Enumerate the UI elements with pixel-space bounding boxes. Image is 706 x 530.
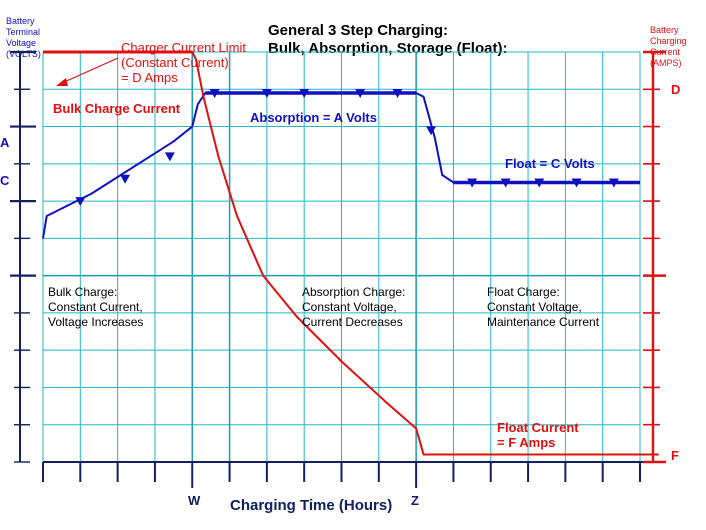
chart-title-line2: Bulk, Absorption, Storage (Float): (268, 40, 507, 57)
right-axis-caption-line: Charging (650, 36, 687, 46)
bulk-phase-line: Bulk Charge: (48, 285, 117, 299)
float-phase-label: Float Charge: Constant Voltage, Maintena… (487, 285, 600, 329)
right-tick-label-f: F (671, 448, 679, 463)
float-volts-label: Float = C Volts (505, 156, 595, 171)
float-phase-line: Maintenance Current (487, 315, 600, 329)
left-axis-caption: Battery Terminal Voltage (VOLTS) (6, 16, 41, 59)
left-axis-caption-line: (VOLTS) (6, 49, 41, 59)
axes (10, 50, 666, 488)
voltage-marker (120, 174, 131, 184)
bulk-current-label: Bulk Charge Current (53, 101, 181, 116)
absorption-phase-line: Absorption Charge: (302, 285, 405, 299)
current-limit-pointer (61, 57, 119, 84)
absorption-volts-label: Absorption = A Volts (250, 110, 377, 125)
grid (42, 51, 641, 463)
current-limit-line: = D Amps (121, 70, 178, 85)
float-phase-line: Constant Voltage, (487, 300, 582, 314)
bulk-phase-line: Constant Current, (48, 300, 143, 314)
current-series-line (43, 51, 659, 456)
current-limit-line: (Constant Current) (121, 55, 229, 70)
float-current-line: Float Current (497, 420, 579, 435)
left-tick-label-a: A (0, 135, 10, 150)
bulk-phase-line: Voltage Increases (48, 315, 143, 329)
left-axis-caption-line: Voltage (6, 38, 36, 48)
left-tick-label-c: C (0, 173, 10, 188)
left-axis-caption-line: Terminal (6, 27, 40, 37)
voltage-marker (164, 152, 175, 162)
current-limit-line: Charger Current Limit (121, 40, 246, 55)
current-limit-arrowhead (56, 78, 68, 86)
x-axis-label: Charging Time (Hours) (230, 497, 392, 514)
float-current-annotation: Float Current = F Amps (497, 420, 579, 450)
right-tick-label-d: D (671, 82, 680, 97)
absorption-phase-line: Current Decreases (302, 315, 403, 329)
right-axis-caption-line: (AMPS) (650, 58, 682, 68)
float-phase-line: Float Charge: (487, 285, 560, 299)
x-tick-label-z: Z (411, 493, 419, 508)
current-limit-annotation: Charger Current Limit (Constant Current)… (121, 40, 246, 85)
absorption-phase-label: Absorption Charge: Constant Voltage, Cur… (302, 285, 405, 329)
right-axis-caption: Battery Charging Current (AMPS) (650, 25, 687, 68)
x-tick-label-w: W (188, 493, 201, 508)
right-axis-caption-line: Battery (650, 25, 679, 35)
float-current-line: = F Amps (497, 435, 555, 450)
absorption-phase-line: Constant Voltage, (302, 300, 397, 314)
series-layer (42, 50, 659, 456)
bulk-phase-label: Bulk Charge: Constant Current, Voltage I… (48, 285, 143, 329)
voltage-marker (426, 126, 437, 136)
voltage-marker (75, 197, 86, 207)
chart-title-line1: General 3 Step Charging: (268, 22, 448, 39)
left-axis-caption-line: Battery (6, 16, 35, 26)
